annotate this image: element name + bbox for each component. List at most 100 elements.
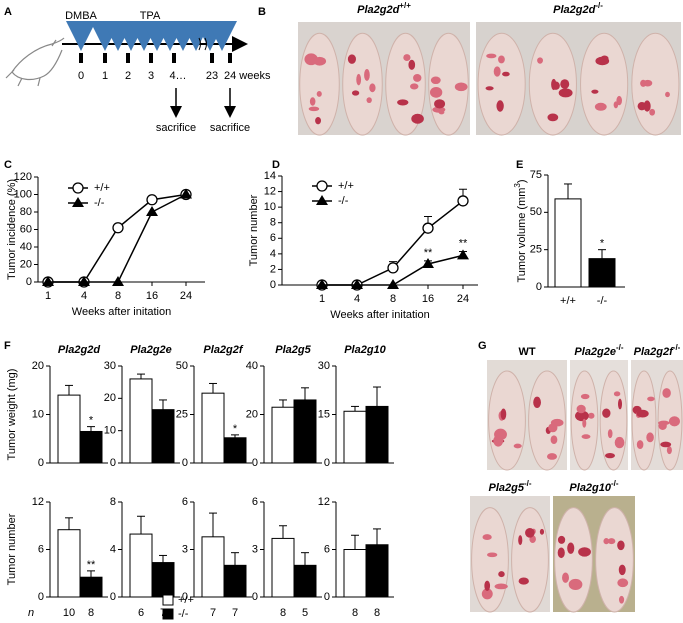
- lesion: [539, 528, 545, 535]
- lesion: [580, 393, 590, 400]
- error-bar: [301, 387, 309, 400]
- lesion: [665, 91, 670, 98]
- lesion: [617, 540, 625, 551]
- y-axis-label: Tumor number: [6, 513, 18, 585]
- y-tick-label: 10: [104, 425, 116, 437]
- lesion: [518, 535, 523, 546]
- photo-label: Pla2g10-/-: [569, 479, 618, 494]
- x-tick-label: 1: [319, 293, 325, 305]
- lesion: [617, 578, 629, 588]
- lesion: [646, 432, 654, 443]
- genotype: +/+: [399, 1, 411, 10]
- lesion: [304, 53, 318, 66]
- y-tick-label: 0: [270, 279, 276, 291]
- genotype: -/-: [611, 479, 619, 488]
- n-label: 10: [63, 607, 75, 619]
- y-axis-label: Tumor weight (mg): [6, 369, 18, 461]
- error-bar: [159, 554, 167, 563]
- lesion: [496, 100, 504, 112]
- bar: [79, 576, 103, 598]
- y-tick-label: 50: [530, 206, 542, 218]
- lesion: [525, 528, 535, 538]
- error-bar: [231, 552, 239, 566]
- y-tick-label: 4: [110, 543, 116, 555]
- n-label: 8: [88, 607, 94, 619]
- lesion: [533, 396, 541, 409]
- lesion: [560, 79, 570, 89]
- panel-label: B: [258, 6, 266, 18]
- label-sup: 3: [513, 183, 522, 188]
- significance: **: [459, 237, 468, 249]
- genotype: -/-: [524, 479, 532, 488]
- mouse-back: [631, 370, 657, 471]
- lesion: [485, 86, 494, 91]
- y-tick-label: 4: [270, 248, 276, 260]
- mouse-back: [477, 32, 526, 136]
- lesion: [576, 404, 586, 414]
- marker: [112, 276, 124, 286]
- n-label: 8: [352, 607, 358, 619]
- bar: [57, 394, 81, 464]
- error-bar: [373, 386, 381, 407]
- endpoint-label: sacrifice: [210, 122, 250, 134]
- panel-label: D: [272, 159, 280, 171]
- error-bar: [65, 384, 73, 396]
- photo-label: Pla2g5-/-: [488, 479, 531, 494]
- week-label: 1: [102, 70, 108, 82]
- bar: [365, 544, 389, 598]
- error-bar: [351, 405, 359, 412]
- mouse-back: [554, 507, 593, 613]
- marker: [180, 188, 192, 199]
- legend-swatch: [162, 594, 174, 606]
- y-tick-label: 20: [104, 392, 116, 404]
- lesion: [607, 429, 613, 439]
- bar: [293, 564, 317, 598]
- lesion: [498, 55, 505, 64]
- lesion: [614, 436, 625, 449]
- lesion: [567, 542, 575, 554]
- y-tick-label: 6: [252, 496, 258, 508]
- lesion: [568, 578, 583, 591]
- photo-label: Pla2g2d-/-: [553, 1, 603, 16]
- lesion: [429, 86, 443, 98]
- marker: [387, 279, 399, 289]
- lesion: [617, 398, 623, 410]
- y-tick-label: 10: [32, 408, 44, 420]
- lesion: [550, 435, 558, 445]
- n-label: 5: [302, 607, 308, 619]
- n-label: 6: [138, 607, 144, 619]
- lesion: [430, 76, 441, 85]
- lesion: [557, 535, 566, 544]
- panel-label: E: [516, 159, 523, 171]
- lesion: [578, 547, 591, 557]
- legend-marker: [72, 197, 84, 207]
- axis-break: [198, 37, 207, 51]
- x-tick-label: 24: [457, 293, 469, 305]
- lesion: [484, 580, 491, 592]
- y-tick-label: 3: [252, 543, 258, 555]
- marker: [78, 276, 90, 286]
- marker: [422, 257, 434, 268]
- chart-title: Pla2g2f: [203, 344, 243, 356]
- y-tick-label: 6: [324, 543, 330, 555]
- endpoint-label: sacrifice: [156, 122, 196, 134]
- y-tick-label: 8: [110, 496, 116, 508]
- legend-label: +/+: [338, 180, 354, 192]
- series-line: [48, 193, 187, 283]
- bar: [151, 409, 175, 464]
- y-tick-label: 6: [182, 496, 188, 508]
- lesion: [557, 547, 565, 559]
- lesion: [658, 421, 667, 430]
- lesion: [454, 82, 468, 92]
- lesion: [591, 89, 599, 94]
- lesion: [660, 441, 672, 448]
- gene-name: Pla2g2d: [357, 4, 399, 16]
- legend-label: -/-: [338, 195, 349, 207]
- lesion: [546, 453, 558, 460]
- lesion: [562, 572, 569, 583]
- error-bar: [279, 525, 287, 539]
- panel-label: F: [4, 340, 11, 352]
- chart-title: Pla2g10: [344, 344, 386, 356]
- y-tick-label: 8: [270, 217, 276, 229]
- y-tick-label: 2: [270, 263, 276, 275]
